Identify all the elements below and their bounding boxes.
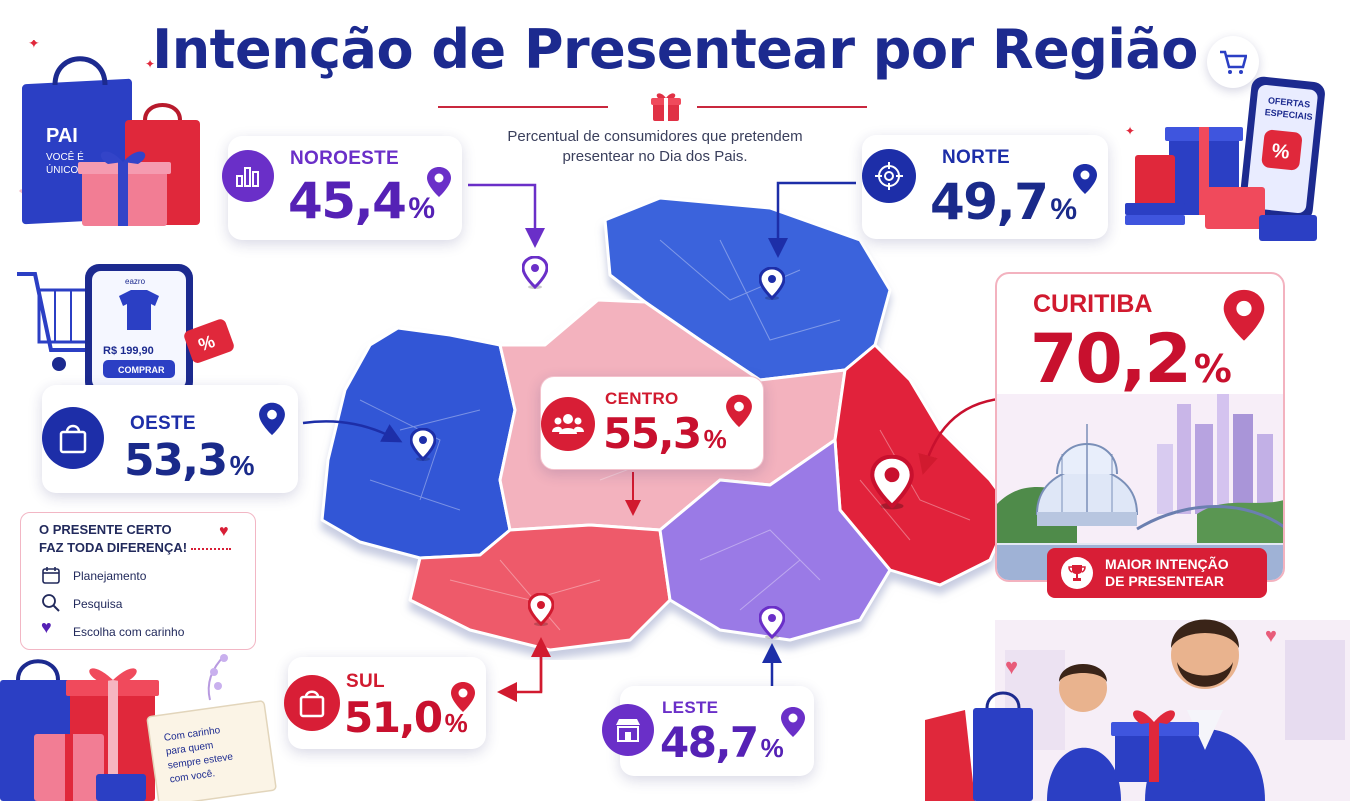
card-norte: NORTE 49,7%	[862, 135, 1108, 239]
bar-chart-icon	[222, 150, 274, 202]
phone-buy-button: COMPRAR	[118, 365, 165, 375]
region-value: 45,4%	[288, 172, 436, 230]
region-name: NOROESTE	[290, 148, 400, 169]
title-divider-left	[438, 106, 608, 108]
gifts-note-illustration: Com carinho para quem sempre esteve com …	[0, 654, 277, 801]
tip-choose-with-care: Escolha com carinho	[73, 625, 185, 639]
subtitle-line-1: Percentual de consumidores que pretendem	[507, 128, 803, 145]
tip-research: Pesquisa	[73, 597, 123, 611]
map-pin-norte	[759, 267, 785, 301]
card-noroeste: NOROESTE 45,4%	[222, 136, 462, 240]
svg-text:✦: ✦	[28, 40, 40, 51]
card-leste: LESTE 48,7%	[602, 686, 814, 776]
shopping-bag-icon	[284, 675, 340, 731]
map-pin-curitiba	[870, 455, 914, 510]
svg-text:%: %	[196, 331, 218, 355]
father-son-illustration: ♥ ♥	[925, 619, 1350, 801]
svg-text:✦: ✦	[145, 57, 155, 71]
region-name: CENTRO	[605, 389, 679, 408]
location-pin-icon	[427, 167, 451, 197]
location-pin-icon	[726, 394, 752, 428]
subtitle: Percentual de consumidores que pretendem…	[470, 127, 840, 167]
bag-text-2: VOCÊ É	[46, 150, 84, 163]
search-icon	[42, 594, 60, 612]
people-icon	[541, 397, 595, 451]
region-value: 51,0%	[344, 693, 468, 742]
badge-text: MAIOR INTENÇÃO DE PRESENTEAR	[1105, 556, 1229, 589]
tip-planning: Planejamento	[73, 569, 147, 583]
phone-brand: eazro	[125, 277, 146, 286]
card-centro: CENTRO 55,3%	[540, 376, 764, 470]
phone-price: R$ 199,90	[103, 345, 154, 357]
region-value: 55,3%	[603, 409, 727, 458]
map-pin-noroeste	[522, 256, 548, 290]
region-value: 48,7%	[660, 718, 784, 767]
location-pin-icon	[1073, 164, 1097, 194]
phone-cart-illustration: eazro R$ 199,90 COMPRAR %	[17, 264, 234, 396]
offers-text-1: OFERTAS	[1267, 95, 1310, 109]
location-pin-icon	[1223, 289, 1265, 341]
heart-icon: ♥	[41, 617, 52, 637]
map-pin-sul	[528, 593, 554, 627]
store-icon	[602, 704, 654, 756]
map-pin-oeste	[410, 428, 436, 462]
location-pin-icon	[259, 402, 285, 436]
region-name: SUL	[346, 671, 385, 692]
svg-text:✦: ✦	[1125, 124, 1135, 138]
subtitle-line-2: presentear no Dia dos Pais.	[562, 148, 748, 165]
cart-icon	[1207, 36, 1259, 88]
offers-phone-illustration: OFERTAS ESPECIAIS % ✦	[1125, 76, 1325, 241]
target-icon	[862, 149, 916, 203]
title-divider-right	[697, 106, 867, 108]
curitiba-name: CURITIBA	[1033, 290, 1153, 318]
curitiba-value: 70,2%	[1030, 320, 1232, 399]
svg-text:♥: ♥	[1005, 654, 1018, 679]
offers-text-2: ESPECIAIS	[1264, 107, 1313, 122]
region-name: NORTE	[942, 147, 1010, 168]
region-value: 49,7%	[930, 173, 1078, 231]
svg-text:♥: ♥	[1265, 625, 1277, 647]
highest-intention-badge: MAIOR INTENÇÃO DE PRESENTEAR	[1047, 548, 1267, 598]
region-value: 53,3%	[124, 435, 255, 486]
card-sul: SUL 51,0%	[284, 657, 486, 749]
card-oeste: OESTE 53,3%	[42, 385, 298, 493]
map-pin-leste	[759, 606, 785, 640]
svg-text:%: %	[1271, 140, 1291, 164]
gift-icon	[651, 93, 681, 121]
heart-icon: ♥	[219, 523, 229, 540]
region-name: LESTE	[662, 698, 719, 717]
calendar-icon	[42, 567, 60, 584]
shopping-bag-icon	[42, 407, 104, 469]
tips-title: O PRESENTE CERTO FAZ TODA DIFERENÇA!	[39, 522, 188, 555]
tips-panel: O PRESENTE CERTO FAZ TODA DIFERENÇA! ♥ P…	[20, 512, 256, 650]
bag-text-1: PAI	[46, 125, 78, 147]
page-title: Intenção de Presentear por Região	[152, 18, 1198, 81]
region-name: OESTE	[130, 413, 196, 434]
shopping-bags-illustration: PAI VOCÊ É ÚNICO ✦ ✦	[18, 40, 200, 226]
bag-text-3: ÚNICO	[46, 163, 78, 176]
location-pin-icon	[451, 682, 475, 712]
location-pin-icon	[781, 707, 805, 737]
region-leste	[658, 438, 892, 642]
trophy-icon	[1061, 557, 1093, 589]
